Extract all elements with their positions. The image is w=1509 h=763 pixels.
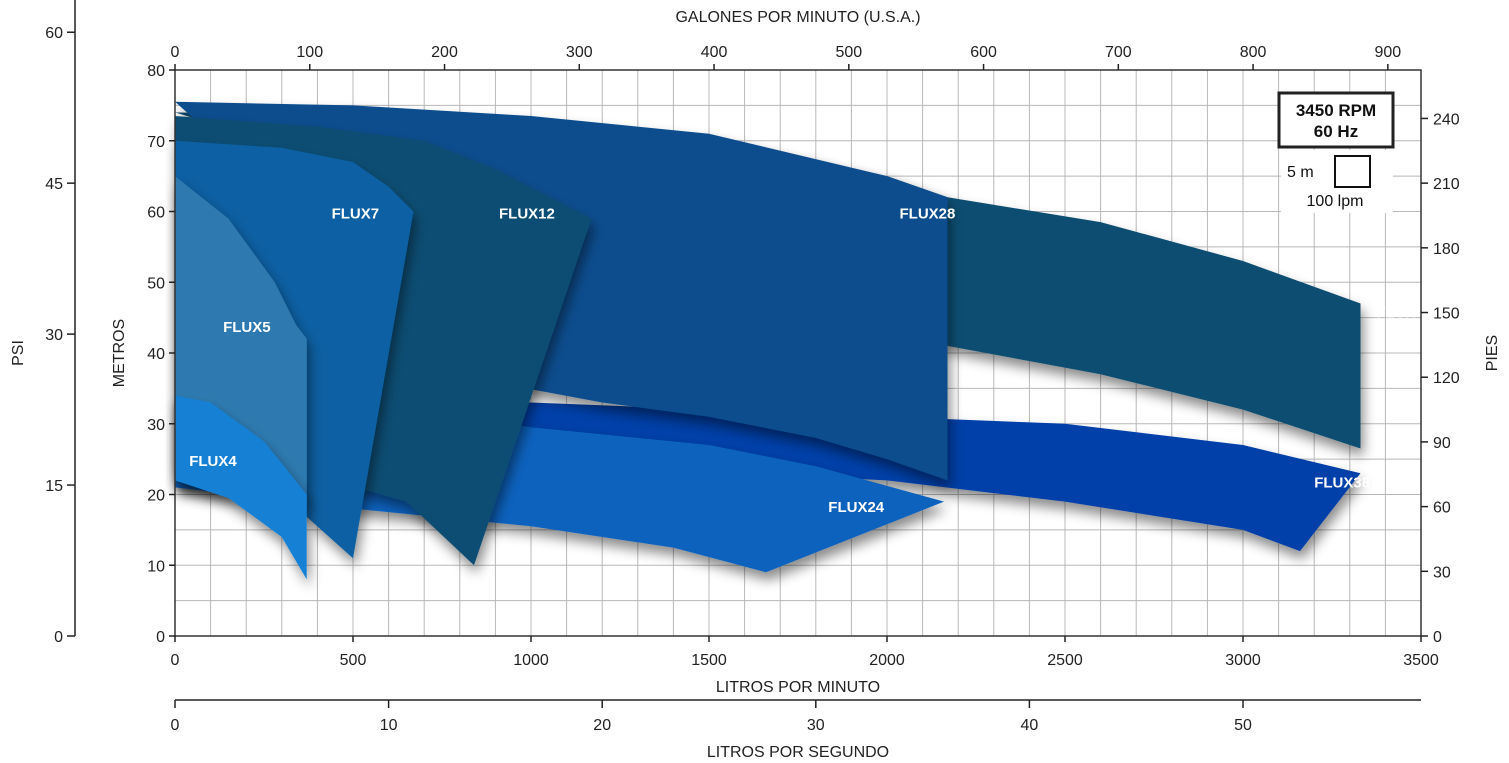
curve-label: FLUX44 (1377, 305, 1434, 322)
x-tick-label: 1000 (513, 652, 549, 669)
top-tick-label: 200 (431, 44, 458, 61)
y-tick-label: 70 (147, 134, 165, 151)
x-tick-label: 3500 (1403, 652, 1439, 669)
pies-axis-title: PIES (1484, 335, 1501, 371)
scale-square (1334, 155, 1371, 188)
y-tick-label: 40 (147, 346, 165, 363)
curve-label: FLUX7 (332, 206, 380, 223)
psi-tick-label: 30 (45, 327, 63, 344)
lps-tick-label: 30 (807, 717, 825, 734)
rpm-box (1277, 91, 1395, 149)
y-tick-label: 20 (147, 488, 165, 505)
y-tick-label: 10 (147, 558, 165, 575)
curve-label: FLUX4 (189, 453, 237, 470)
lps-tick-label: 0 (171, 717, 180, 734)
pies-tick-label: 90 (1433, 435, 1451, 452)
curve-areas: FLUX44 FLUX38 FLUX24 FLUX28 FLUX12 FLUX7 FLUX5… (175, 101, 1434, 580)
top-tick-label: 800 (1240, 44, 1267, 61)
lps-tick-label: 10 (380, 717, 398, 734)
top-tick-label: 600 (970, 44, 997, 61)
x-axis-title: LITROS POR MINUTO (716, 679, 880, 696)
psi-tick-label: 45 (45, 176, 63, 193)
top-tick-label: 300 (566, 44, 593, 61)
legend-box: 3450 RPM 60 Hz 5 m 100 lpm (1277, 91, 1395, 213)
curve-label: FLUX24 (828, 499, 885, 516)
curve-label: FLUX28 (900, 206, 956, 223)
lps-tick-label: 50 (1234, 717, 1252, 734)
y-tick-label: 80 (147, 63, 165, 80)
pies-tick-label: 0 (1433, 629, 1442, 646)
x-tick-label: 0 (171, 652, 180, 669)
lps-tick-label: 20 (593, 717, 611, 734)
pies-tick-label: 210 (1433, 176, 1460, 193)
top-tick-label: 700 (1105, 44, 1132, 61)
top-tick-label: 400 (701, 44, 728, 61)
lps-tick-label: 40 (1021, 717, 1039, 734)
pies-tick-label: 120 (1433, 370, 1460, 387)
x-tick-label: 500 (340, 652, 367, 669)
y-tick-label: 0 (156, 629, 165, 646)
x-tick-label: 1500 (691, 652, 727, 669)
rpm-label: 3450 RPM (1296, 101, 1376, 120)
psi-tick-label: 15 (45, 478, 63, 495)
top-tick-label: 500 (835, 44, 862, 61)
curve-flux5: FLUX5 (175, 176, 307, 509)
area-flux5 (175, 176, 307, 509)
x-tick-label: 3000 (1225, 652, 1261, 669)
top-tick-label: 100 (296, 44, 323, 61)
pies-tick-label: 180 (1433, 241, 1460, 258)
top-axis-title: GALONES POR MINUTO (U.S.A.) (675, 9, 920, 26)
pies-tick-label: 240 (1433, 111, 1460, 128)
curve-label: FLUX12 (499, 206, 555, 223)
axis-titles: GALONES POR MINUTO (U.S.A.) LITROS POR M… (10, 9, 1501, 761)
pies-tick-label: 60 (1433, 500, 1451, 517)
x-tick-label: 2500 (1047, 652, 1083, 669)
lps-axis-title: LITROS POR SEGUNDO (707, 744, 889, 761)
curve-flux4: FLUX4 (175, 395, 307, 580)
psi-tick-label: 60 (45, 25, 63, 42)
pies-tick-label: 30 (1433, 564, 1451, 581)
psi-axis-title: PSI (10, 340, 27, 366)
y-tick-label: 50 (147, 275, 165, 292)
axes: 0 500 1000 1500 2000 2500 3000 3500010203040506… (45, 0, 1460, 734)
top-tick-label: 900 (1374, 44, 1401, 61)
psi-tick-label: 0 (54, 629, 63, 646)
scale-m-label: 5 m (1287, 164, 1314, 181)
x-tick-label: 2000 (869, 652, 905, 669)
area-flux4 (175, 395, 307, 580)
curve-label: FLUX5 (223, 319, 271, 336)
y-tick-label: 60 (147, 205, 165, 222)
pies-tick-label: 150 (1433, 306, 1460, 323)
y-tick-label: 30 (147, 417, 165, 434)
curve-label: FLUX38 (1314, 474, 1370, 491)
y-axis-title: METROS (111, 319, 128, 387)
top-tick-label: 0 (171, 44, 180, 61)
scale-lpm-label: 100 lpm (1307, 193, 1364, 210)
hz-label: 60 Hz (1314, 122, 1358, 141)
